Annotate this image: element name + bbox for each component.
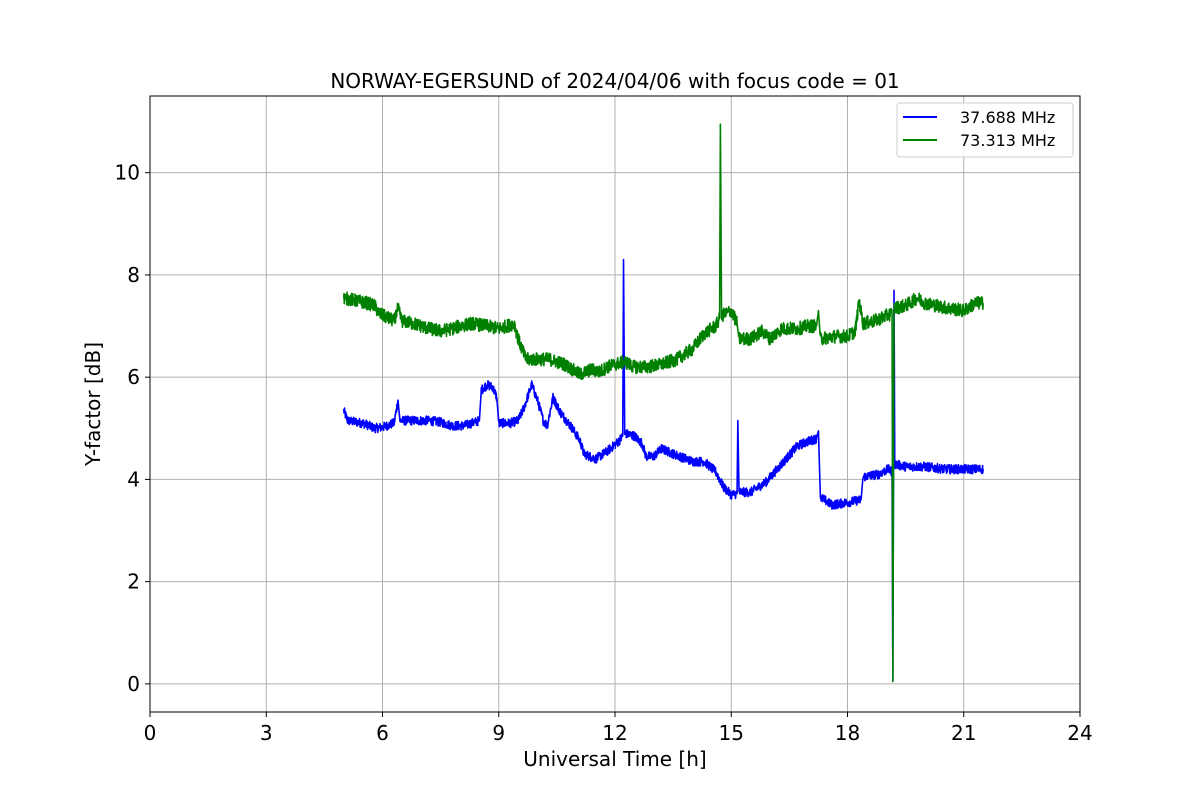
chart-title: NORWAY-EGERSUND of 2024/04/06 with focus… — [330, 69, 899, 93]
y-axis-label: Y-factor [dB] — [81, 342, 105, 467]
y-tick-label: 6 — [127, 365, 140, 389]
y-tick-label: 2 — [127, 570, 140, 594]
series-line-2 — [342, 123, 984, 683]
legend: 37.688 MHz 73.313 MHz — [896, 102, 1074, 158]
x-tick-label: 3 — [260, 721, 273, 745]
x-tick-label: 18 — [835, 721, 860, 745]
x-tick-label: 6 — [376, 721, 389, 745]
x-tick-label: 24 — [1067, 721, 1092, 745]
x-tick-label: 21 — [951, 721, 976, 745]
x-tick-label: 9 — [492, 721, 505, 745]
series-layer — [342, 123, 984, 683]
x-tick-label: 15 — [719, 721, 744, 745]
x-tick-label: 0 — [144, 721, 157, 745]
legend-box — [896, 102, 1074, 158]
legend-label-series-2: 73.313 MHz — [960, 131, 1055, 150]
series-line-1 — [342, 258, 984, 683]
legend-label-series-1: 37.688 MHz — [960, 108, 1055, 127]
y-tick-label: 8 — [127, 263, 140, 287]
y-tick-label: 4 — [127, 467, 140, 491]
y-tick-label: 0 — [127, 672, 140, 696]
y-tick-label: 10 — [115, 161, 140, 185]
x-axis-label: Universal Time [h] — [523, 747, 706, 771]
x-tick-label: 12 — [602, 721, 627, 745]
